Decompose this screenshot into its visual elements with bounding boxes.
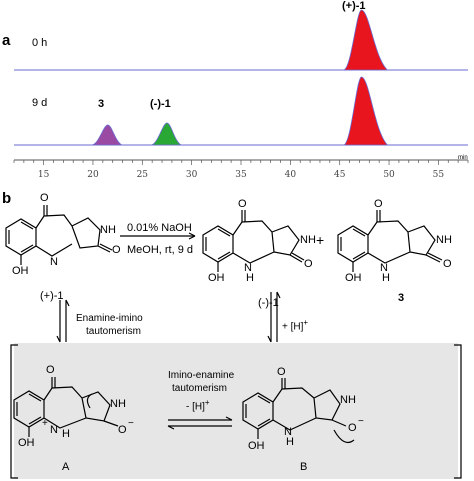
x-tick-label: 40 bbox=[285, 170, 297, 180]
x-tick-label: 15 bbox=[38, 170, 50, 180]
chromatogram: 15 20 25 30 35 40 45 50 55 bbox=[13, 9, 469, 180]
atom-minus-B: − bbox=[358, 416, 364, 427]
atom-O-minus1: O bbox=[238, 198, 247, 210]
peak bbox=[343, 76, 389, 146]
panel-a-label: a bbox=[2, 32, 11, 49]
atom-N-plus1: N bbox=[50, 256, 58, 268]
compound-label-minus1: (-)-1 bbox=[258, 297, 279, 309]
eq-left-line1: Enamine-imino bbox=[76, 313, 143, 324]
structure-A bbox=[13, 377, 119, 437]
eq-left-line2: tautomerism bbox=[86, 326, 142, 337]
reagent-line1: 0.01% NaOH bbox=[127, 222, 192, 234]
eq-arrow-right-down bbox=[267, 292, 272, 343]
atom-H-3: H bbox=[382, 272, 390, 284]
peak bbox=[343, 9, 389, 71]
eq-center-line1: Imino-enamine bbox=[168, 370, 235, 381]
left-bracket bbox=[10, 344, 18, 479]
atom-H-A: H bbox=[62, 428, 70, 440]
atom-NH-plus1: NH bbox=[100, 224, 116, 236]
atom-OH-B: OH bbox=[248, 440, 265, 452]
eq-arrow-left-up bbox=[65, 299, 70, 342]
traces bbox=[14, 9, 468, 146]
atom-N-minus1: N bbox=[244, 262, 252, 274]
x-tick-label: 35 bbox=[235, 170, 247, 180]
peak-label-minus1: (-)-1 bbox=[150, 98, 171, 110]
eq-arrow-left-down bbox=[56, 300, 61, 343]
eq-center-line3-wrap: - [H]+ bbox=[186, 398, 210, 412]
panel-b-label: b bbox=[2, 190, 12, 207]
trace-label-9d: 9 d bbox=[32, 97, 48, 109]
atom-minus-A: − bbox=[128, 418, 134, 429]
atom-OH-plus1: OH bbox=[12, 265, 29, 277]
compound-label-3: 3 bbox=[398, 292, 405, 304]
structure-plus1 bbox=[5, 205, 113, 265]
atom-O2-3: O bbox=[443, 258, 452, 270]
right-bracket bbox=[454, 344, 462, 479]
compound-label-plus1: (+)-1 bbox=[40, 290, 64, 302]
atom-N-B: N bbox=[284, 426, 292, 438]
atom-NH-minus1: NH bbox=[300, 234, 316, 246]
eq-right-sup: + bbox=[303, 318, 309, 327]
eq-arrow-right-up bbox=[276, 291, 281, 342]
atom-O-A: O bbox=[46, 364, 55, 376]
peak-label-3: 3 bbox=[98, 98, 105, 110]
atom-H-minus1: H bbox=[246, 272, 254, 284]
x-tick-label: 20 bbox=[87, 170, 99, 180]
atom-Nplus-A: N bbox=[50, 424, 58, 436]
x-tick-label: 45 bbox=[334, 170, 346, 180]
eq-right-text: + [H]+ bbox=[282, 318, 308, 332]
eq-arrow-center-right bbox=[168, 416, 233, 421]
eq-center-line3: - [H] bbox=[186, 401, 205, 413]
atom-NH-B: NH bbox=[340, 394, 356, 406]
atom-N-3: N bbox=[380, 262, 388, 274]
x-tick-label: 50 bbox=[383, 170, 395, 180]
structure-B bbox=[242, 378, 355, 443]
axis-unit: min bbox=[458, 155, 468, 161]
atom-Ominus-A: O bbox=[118, 424, 127, 436]
eq-arrow-center-left bbox=[167, 425, 232, 430]
eq-center-line2: tautomerism bbox=[172, 383, 228, 394]
atom-O-plus1: O bbox=[40, 192, 49, 204]
atom-NH-A: NH bbox=[110, 398, 126, 410]
structure-3 bbox=[337, 210, 443, 272]
plus-sign: + bbox=[316, 232, 325, 248]
label-B: B bbox=[300, 461, 308, 473]
peak bbox=[91, 124, 124, 146]
structure-minus1 bbox=[202, 210, 305, 272]
peak bbox=[150, 122, 183, 146]
atom-OH-minus1: OH bbox=[208, 272, 225, 284]
reagent-line2: MeOH, rt, 9 d bbox=[127, 244, 194, 256]
eq-right-h: + [H] bbox=[282, 321, 304, 333]
atom-O-B: O bbox=[277, 366, 286, 378]
atom-OH-3: OH bbox=[345, 272, 362, 284]
atom-O-3: O bbox=[374, 198, 383, 210]
atom-OH-A: OH bbox=[18, 437, 35, 449]
atom-Ominus-B: O bbox=[348, 422, 357, 434]
x-axis: 15 20 25 30 35 40 45 50 55 bbox=[13, 159, 469, 180]
x-tick-label: 25 bbox=[137, 170, 149, 180]
label-A: A bbox=[62, 461, 70, 473]
atom-O2-plus1: O bbox=[112, 244, 121, 256]
tautomer-box bbox=[14, 343, 458, 479]
trace-label-0h: 0 h bbox=[32, 37, 48, 49]
peak-label-plus1-top: (+)-1 bbox=[342, 0, 366, 12]
atom-plus-A: + bbox=[42, 418, 48, 429]
atom-NH-3: NH bbox=[436, 234, 452, 246]
atom-O2-minus1: O bbox=[304, 258, 313, 270]
eq-center-sup: + bbox=[204, 398, 210, 407]
x-tick-label: 55 bbox=[433, 170, 445, 180]
atom-H-B: H bbox=[286, 436, 294, 448]
x-tick-label: 30 bbox=[186, 170, 198, 180]
